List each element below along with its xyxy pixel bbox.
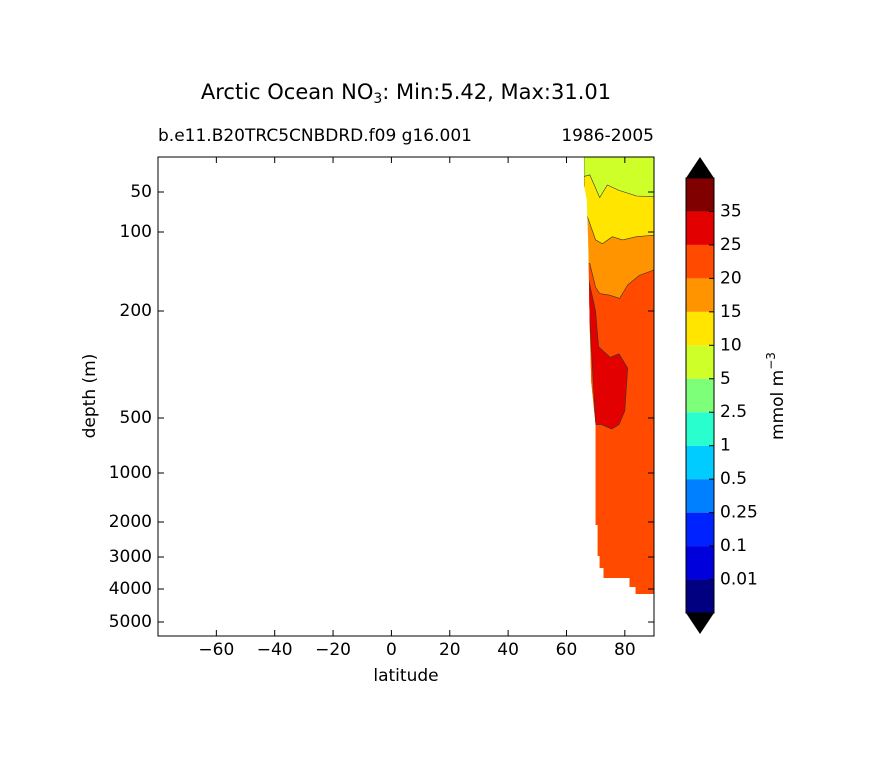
colorbar-swatch bbox=[686, 345, 714, 379]
chart-title: Arctic Ocean NO3: Min:5.42, Max:31.01 bbox=[201, 80, 611, 107]
colorbar-swatch bbox=[686, 579, 714, 613]
colorbar-tick-label: 15 bbox=[720, 302, 742, 322]
y-tick-label: 50 bbox=[130, 182, 152, 202]
y-tick-label: 3000 bbox=[109, 547, 152, 567]
colorbar-swatch bbox=[686, 512, 714, 547]
colorbar-tick-label: 0.5 bbox=[720, 469, 747, 489]
colorbar-tick-label: 2.5 bbox=[720, 402, 747, 422]
x-tick-label: 60 bbox=[556, 640, 578, 660]
y-tick-label: 200 bbox=[120, 301, 152, 321]
x-tick-label: −60 bbox=[198, 640, 234, 660]
colorbar-tick-label: 0.1 bbox=[720, 536, 747, 556]
y-tick-label: 2000 bbox=[109, 512, 152, 532]
x-axis-label: latitude bbox=[373, 666, 438, 686]
subtitle-left: b.e11.B20TRC5CNBDRD.f09 g16.001 bbox=[158, 126, 472, 146]
contour-area bbox=[584, 157, 654, 594]
colorbar-swatch bbox=[686, 378, 714, 413]
colorbar-tick-label: 1 bbox=[720, 436, 731, 456]
contour-region bbox=[588, 279, 629, 430]
subtitle-right: 1986-2005 bbox=[561, 126, 654, 146]
title-rest: : Min:5.42, Max:31.01 bbox=[382, 80, 611, 104]
colorbar-tick-label: 0.01 bbox=[720, 570, 758, 590]
colorbar-swatch bbox=[686, 244, 714, 279]
colorbar-swatch bbox=[686, 278, 714, 312]
y-axis-label: depth (m) bbox=[80, 354, 100, 439]
y-tick-label: 500 bbox=[120, 408, 152, 428]
x-tick-label: −40 bbox=[257, 640, 293, 660]
y-tick-label: 4000 bbox=[109, 579, 152, 599]
plot-frame bbox=[157, 156, 655, 637]
x-tick-label: 40 bbox=[497, 640, 519, 660]
y-tick-label: 1000 bbox=[109, 463, 152, 483]
title-subscript: 3 bbox=[373, 91, 382, 107]
colorbar-tick-label: 5 bbox=[720, 369, 731, 389]
colorbar-swatch bbox=[686, 211, 714, 245]
colorbar-extend-top bbox=[686, 157, 714, 178]
x-tick-label: 0 bbox=[386, 640, 397, 660]
colorbar-swatch bbox=[686, 412, 714, 446]
colorbar-frame bbox=[685, 177, 715, 614]
colorbar-swatch bbox=[686, 178, 714, 212]
x-tick-label: 80 bbox=[614, 640, 636, 660]
y-tick-label: 5000 bbox=[109, 612, 152, 632]
colorbar-unit: mmol m bbox=[768, 370, 788, 440]
title-text: Arctic Ocean NO bbox=[201, 80, 373, 104]
colorbar-extend-bottom bbox=[686, 613, 714, 634]
colorbar-swatch bbox=[686, 479, 714, 513]
colorbar-tick-label: 25 bbox=[720, 235, 742, 255]
colorbar-label: mmol m−3 bbox=[764, 352, 789, 440]
colorbar-tick-label: 0.25 bbox=[720, 503, 758, 523]
colorbar-tick-label: 35 bbox=[720, 201, 742, 221]
x-tick-label: −20 bbox=[315, 640, 351, 660]
colorbar-swatch bbox=[686, 546, 714, 580]
colorbar-tick-label: 10 bbox=[720, 335, 742, 355]
colorbar-swatch bbox=[686, 311, 714, 346]
colorbar-swatch bbox=[686, 445, 714, 480]
colorbar-unit-sup: −3 bbox=[764, 352, 778, 370]
colorbar-tick-label: 20 bbox=[720, 268, 742, 288]
x-tick-label: 20 bbox=[439, 640, 461, 660]
y-tick-label: 100 bbox=[120, 222, 152, 242]
